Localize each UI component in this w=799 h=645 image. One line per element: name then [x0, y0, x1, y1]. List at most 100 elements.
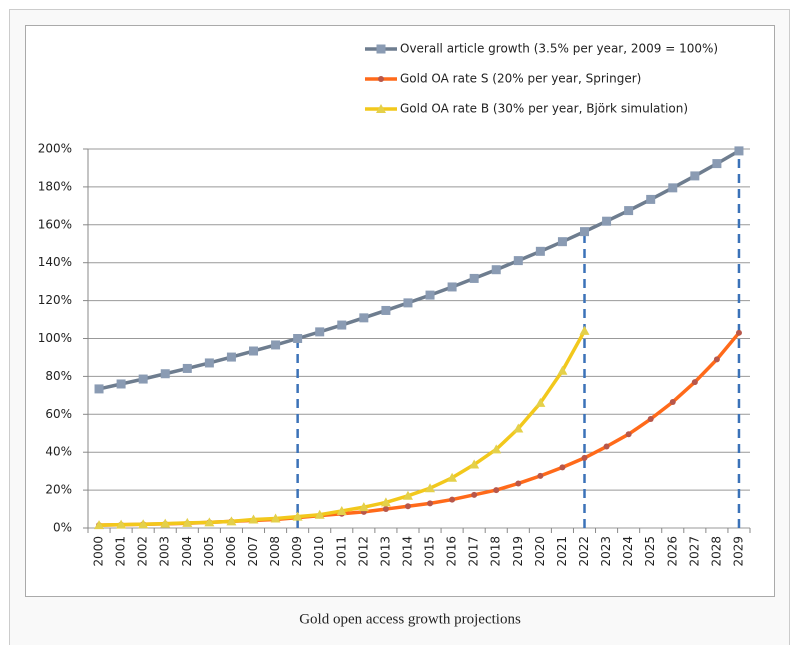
y-tick-label: 0% — [53, 521, 72, 535]
x-tick-label: 2029 — [731, 536, 745, 567]
point — [271, 340, 281, 350]
x-tick-label: 2003 — [158, 536, 172, 567]
y-tick-label: 100% — [38, 331, 72, 345]
point — [691, 379, 698, 386]
point — [160, 369, 170, 379]
point — [581, 454, 588, 461]
point — [469, 273, 479, 283]
point — [735, 329, 742, 336]
x-tick-label: 2027 — [687, 536, 701, 567]
point — [712, 159, 722, 169]
point — [376, 44, 386, 54]
y-tick-label: 40% — [45, 445, 72, 459]
point — [491, 444, 502, 454]
y-tick-label: 180% — [38, 179, 72, 193]
point — [358, 502, 369, 512]
x-tick-label: 2016 — [445, 536, 459, 567]
x-tick-label: 2002 — [136, 536, 150, 567]
legend-label: Overall article growth (3.5% per year, 2… — [400, 42, 718, 56]
point — [669, 398, 676, 405]
point — [690, 171, 700, 181]
point — [138, 374, 148, 384]
x-tick-label: 2019 — [511, 536, 525, 567]
x-tick-label: 2009 — [290, 536, 304, 567]
point — [381, 305, 391, 315]
point — [535, 397, 546, 407]
point — [624, 206, 634, 216]
x-tick-label: 2026 — [665, 536, 679, 567]
x-tick-label: 2018 — [489, 536, 503, 567]
x-tick-label: 2028 — [709, 536, 723, 567]
x-tick-label: 2001 — [114, 536, 128, 567]
point — [513, 423, 524, 433]
y-tick-label: 200% — [38, 142, 72, 156]
point — [713, 356, 720, 363]
point — [668, 183, 678, 193]
point — [513, 256, 523, 266]
x-tick-label: 2022 — [577, 536, 591, 567]
point — [579, 325, 590, 335]
x-tick-label: 2005 — [202, 536, 216, 567]
point — [249, 346, 258, 356]
point — [116, 519, 127, 529]
x-tick-label: 2011 — [334, 536, 348, 567]
point — [182, 363, 192, 373]
point — [537, 472, 544, 479]
point — [160, 518, 171, 528]
point — [336, 505, 347, 515]
point — [580, 227, 589, 237]
point — [378, 76, 384, 82]
y-tick-label: 20% — [45, 483, 72, 497]
point — [182, 517, 193, 527]
point — [625, 431, 632, 438]
y-tick-label: 120% — [38, 293, 72, 307]
x-tick-label: 2007 — [246, 536, 260, 567]
point — [603, 443, 610, 450]
point — [376, 104, 386, 113]
chart-frame — [25, 25, 775, 597]
x-tick-label: 2025 — [643, 536, 657, 567]
point — [646, 194, 656, 204]
x-tick-label: 2008 — [268, 536, 282, 567]
y-tick-label: 60% — [45, 407, 72, 421]
point — [491, 265, 501, 275]
point — [447, 472, 458, 482]
point — [226, 352, 236, 362]
point — [425, 483, 436, 493]
y-tick-label: 140% — [38, 255, 72, 269]
x-tick-label: 2020 — [533, 536, 547, 567]
x-tick-label: 2024 — [621, 536, 635, 567]
point — [449, 496, 456, 503]
point — [94, 520, 105, 530]
x-tick-label: 2004 — [180, 536, 194, 567]
point — [248, 514, 259, 524]
x-tick-label: 2014 — [400, 536, 414, 567]
point — [315, 327, 325, 337]
point — [204, 517, 215, 527]
point — [403, 298, 413, 308]
x-tick-label: 2021 — [555, 536, 569, 567]
point — [427, 500, 434, 507]
point — [471, 491, 478, 498]
x-tick-label: 2017 — [467, 536, 481, 567]
caption: Gold open access growth projections — [299, 611, 521, 627]
x-tick-label: 2015 — [423, 536, 437, 567]
x-tick-label: 2012 — [356, 536, 370, 567]
point — [337, 320, 347, 330]
point — [359, 313, 369, 323]
x-tick-label: 2013 — [378, 536, 392, 567]
x-tick-label: 2000 — [92, 536, 106, 567]
point — [734, 146, 744, 156]
point — [292, 511, 303, 521]
point — [469, 459, 480, 469]
point — [559, 464, 566, 471]
point — [602, 216, 612, 226]
point — [380, 497, 391, 507]
point — [94, 384, 104, 394]
point — [116, 379, 126, 389]
x-tick-label: 2023 — [599, 536, 613, 567]
legend-label: Gold OA rate B (30% per year, Björk simu… — [400, 102, 688, 116]
point — [270, 513, 281, 523]
point — [314, 509, 325, 519]
